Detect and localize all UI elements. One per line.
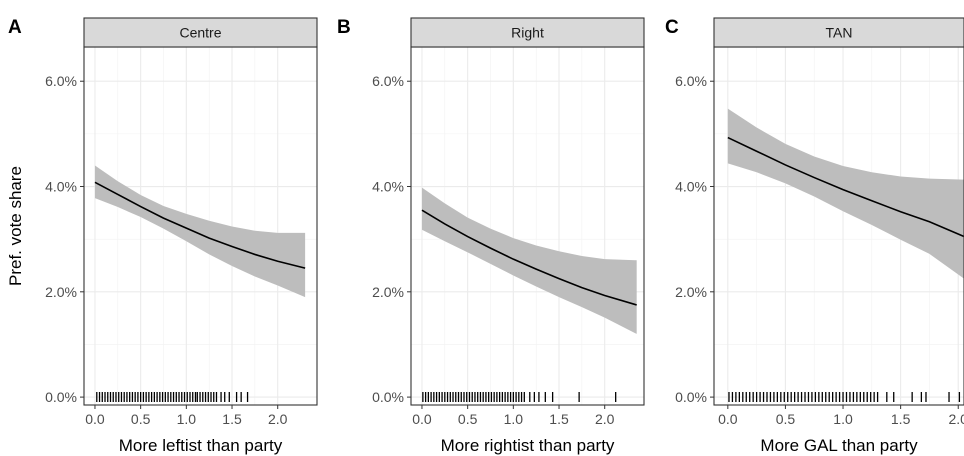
y-tick-label: 4.0% <box>372 179 404 195</box>
y-tick-label: 0.0% <box>45 389 77 405</box>
x-tick-label: 2.0 <box>595 411 615 427</box>
x-tick-label: 1.5 <box>891 411 911 427</box>
fitted-line <box>727 136 964 238</box>
strip-background <box>83 17 318 48</box>
x-tick-label: 0.0 <box>85 411 105 427</box>
panel-tag: C <box>665 17 679 38</box>
rug <box>728 392 961 402</box>
x-tick-label: 0.0 <box>412 411 432 427</box>
x-tick-label: 0.0 <box>718 411 738 427</box>
confidence-band <box>94 165 306 298</box>
y-tick-label: 2.0% <box>372 284 404 300</box>
confidence-band <box>421 187 637 334</box>
panel-c: TAN C 0.0% 2.0% 4.0% 6.0% 0.0 0.5 1.0 1.5 2.0 More … <box>665 17 964 455</box>
strip-title: Centre <box>179 25 221 41</box>
x-tick-label: 0.5 <box>776 411 796 427</box>
x-tick-label: 2.0 <box>268 411 288 427</box>
fitted-line <box>421 209 637 306</box>
x-axis-title: More GAL than party <box>760 436 918 455</box>
y-tick-label: 6.0% <box>372 73 404 89</box>
confidence-band <box>727 108 964 279</box>
x-tick-label: 1.5 <box>222 411 242 427</box>
fitted-line <box>94 181 306 269</box>
x-axis-title: More leftist than party <box>119 436 283 455</box>
x-tick-label: 2.0 <box>949 411 964 427</box>
y-tick-label: 6.0% <box>45 73 77 89</box>
grid <box>714 47 964 405</box>
x-tick-label: 1.0 <box>177 411 197 427</box>
y-tick-label: 0.0% <box>675 389 707 405</box>
x-tick-label: 1.5 <box>549 411 569 427</box>
strip-title: Right <box>511 25 544 41</box>
y-tick-label: 4.0% <box>675 179 707 195</box>
panel-tag: B <box>337 17 351 38</box>
x-tick-label: 1.0 <box>833 411 853 427</box>
x-axis-title: More rightist than party <box>441 436 615 455</box>
y-tick-label: 6.0% <box>675 73 707 89</box>
rug <box>422 392 617 402</box>
x-tick-label: 1.0 <box>504 411 524 427</box>
rug <box>96 392 249 402</box>
strip-title: TAN <box>826 25 853 41</box>
panel-tag: A <box>8 17 22 38</box>
panel-a: Centre A 0.0% 2.0% 4.0% 6.0% 0.0 0.5 1.0 1.5 2.0 Mo… <box>6 17 318 455</box>
panel-b: Right B 0.0% 2.0% 4.0% 6.0% 0.0 0.5 1.0 1.5 2.0 Mor… <box>337 17 645 455</box>
y-tick-label: 4.0% <box>45 179 77 195</box>
y-tick-label: 2.0% <box>45 284 77 300</box>
x-tick-label: 0.5 <box>131 411 151 427</box>
y-axis-title: Pref. vote share <box>6 166 25 286</box>
y-tick-label: 0.0% <box>372 389 404 405</box>
y-tick-label: 2.0% <box>675 284 707 300</box>
strip-background <box>410 17 645 48</box>
x-tick-label: 0.5 <box>458 411 478 427</box>
strip-background <box>713 17 964 48</box>
